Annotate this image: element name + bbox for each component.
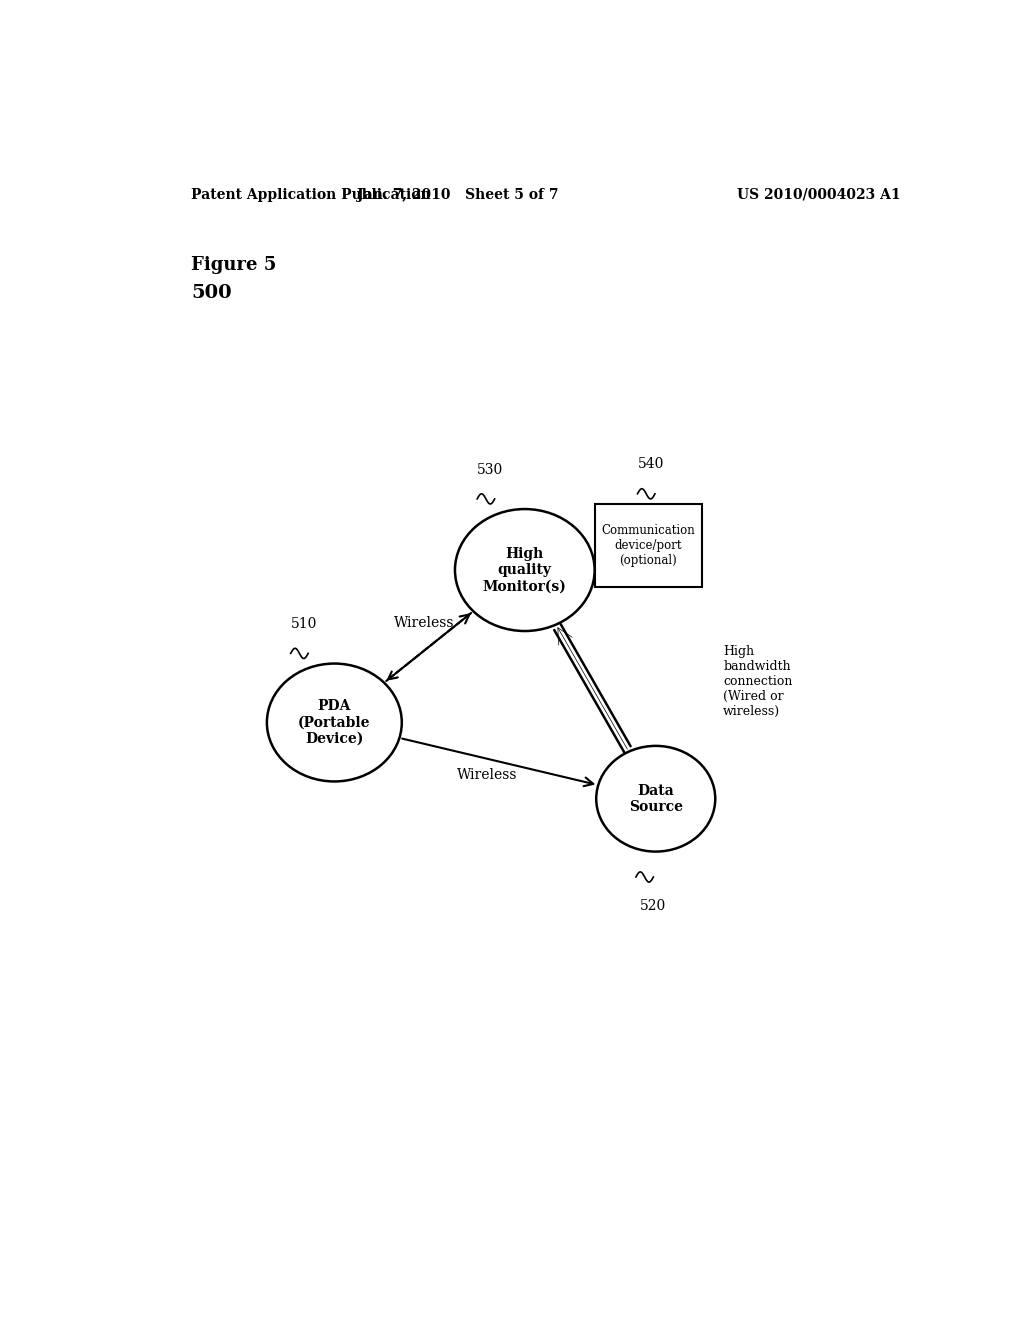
Text: 520: 520 (640, 899, 667, 913)
Ellipse shape (596, 746, 715, 851)
Text: High
quality
Monitor(s): High quality Monitor(s) (483, 546, 566, 593)
FancyArrowPatch shape (386, 614, 469, 681)
Ellipse shape (267, 664, 401, 781)
Text: PDA
(Portable
Device): PDA (Portable Device) (298, 700, 371, 746)
Text: Communication
device/port
(optional): Communication device/port (optional) (601, 524, 695, 568)
Text: 500: 500 (191, 284, 232, 301)
FancyArrowPatch shape (560, 624, 631, 746)
FancyArrowPatch shape (402, 739, 593, 787)
Text: Patent Application Publication: Patent Application Publication (191, 187, 431, 202)
Text: Figure 5: Figure 5 (191, 256, 276, 275)
Text: Jan. 7, 2010   Sheet 5 of 7: Jan. 7, 2010 Sheet 5 of 7 (356, 187, 558, 202)
Text: High
bandwidth
connection
(Wired or
wireless): High bandwidth connection (Wired or wire… (723, 645, 793, 718)
Text: US 2010/0004023 A1: US 2010/0004023 A1 (736, 187, 900, 202)
Text: 510: 510 (291, 616, 317, 631)
Text: Wireless: Wireless (458, 768, 518, 783)
FancyArrowPatch shape (558, 628, 628, 750)
FancyArrowPatch shape (388, 612, 471, 680)
Text: 540: 540 (638, 458, 664, 471)
Text: 530: 530 (477, 462, 504, 477)
Text: Data
Source: Data Source (629, 784, 683, 814)
FancyArrowPatch shape (554, 630, 625, 752)
Ellipse shape (455, 510, 595, 631)
Text: Wireless: Wireless (394, 616, 455, 630)
FancyBboxPatch shape (595, 504, 701, 587)
